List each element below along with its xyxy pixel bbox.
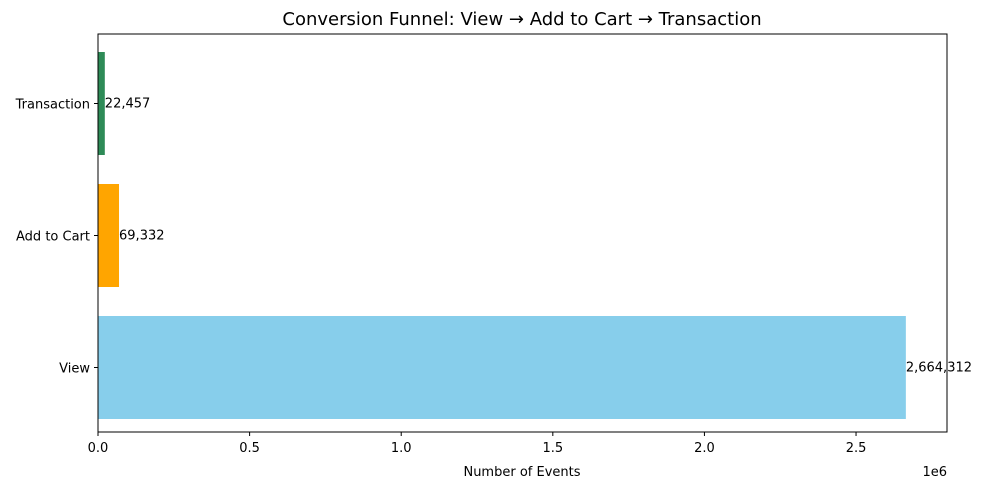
bar-add-to-cart [98,184,120,287]
chart-title: Conversion Funnel: View → Add to Cart → … [282,9,761,30]
y-tick-label: View [59,362,90,377]
bar-transaction [98,52,105,155]
x-tick-label: 0.5 [239,441,260,456]
x-axis: 0.0 0.5 1.0 1.5 2.0 2.5 [88,432,867,456]
x-axis-scale-label: 1e6 [922,465,947,480]
bars-layer [98,52,906,419]
x-tick-label: 1.5 [542,441,563,456]
y-tick-label: Add to Cart [16,230,90,245]
data-label-transaction: 22,457 [105,97,151,112]
x-tick-label: 2.5 [846,441,867,456]
x-tick-label: 1.0 [391,441,412,456]
plot-frame [97,33,948,433]
x-axis-label: Number of Events [463,465,580,480]
data-label-add-to-cart: 69,332 [119,229,165,244]
x-tick-label: 0.0 [88,441,109,456]
x-tick-label: 2.0 [694,441,715,456]
data-label-view: 2,664,312 [906,361,972,376]
data-labels-layer: 2,664,312 69,332 22,457 [105,97,972,376]
y-axis: View Add to Cart Transaction [15,98,98,377]
y-tick-label: Transaction [15,98,90,113]
bar-view [98,316,906,419]
